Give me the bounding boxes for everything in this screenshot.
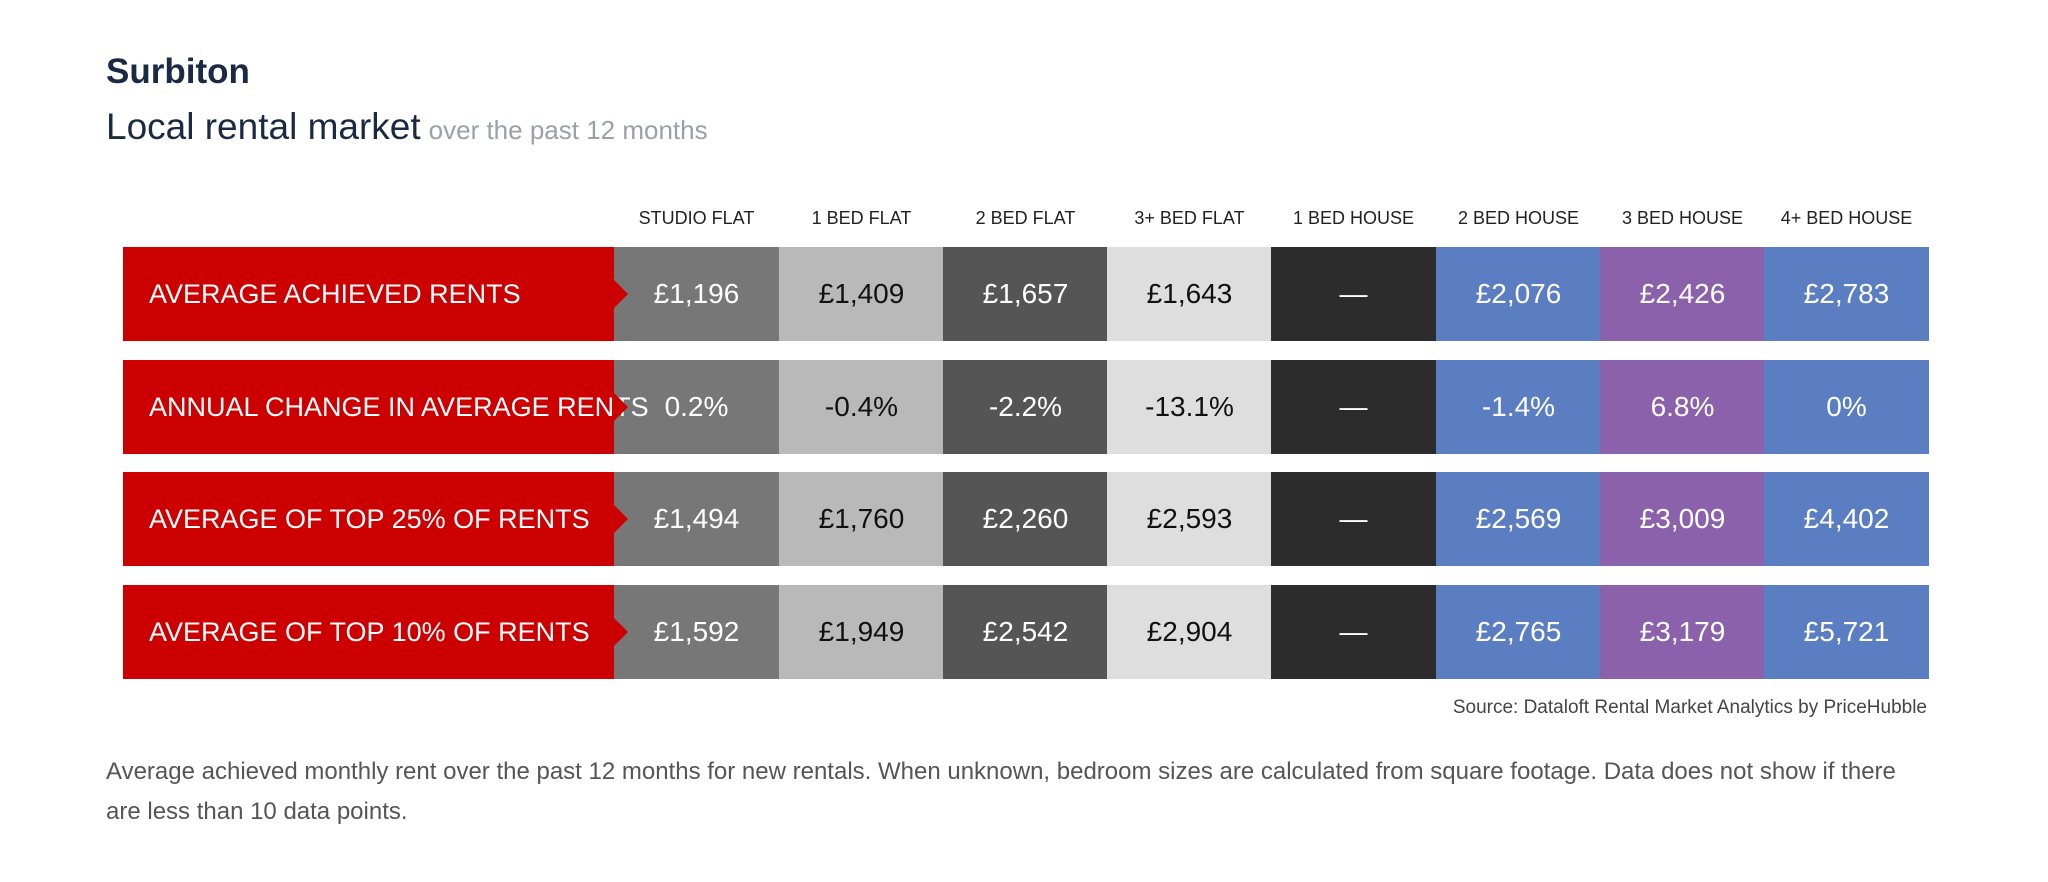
table-cell-average-of-top-25-of-rents-2-bed-flat: £2,260 <box>943 472 1108 566</box>
row-label-average-of-top-25-of-rents: AVERAGE OF TOP 25% OF RENTS <box>123 472 628 566</box>
table-cell-average-of-top-10-of-rents-studio-flat: £1,592 <box>614 585 779 679</box>
column-header-1-bed-flat: 1 BED FLAT <box>811 208 912 228</box>
table-cell-average-of-top-10-of-rents-1-bed-house: — <box>1271 585 1436 679</box>
table-cell-average-achieved-rents-1-bed-house: — <box>1271 247 1436 341</box>
table-cell-average-of-top-25-of-rents-studio-flat: £1,494 <box>614 472 779 566</box>
table-cell-average-of-top-10-of-rents-2-bed-flat: £2,542 <box>943 585 1108 679</box>
table-cell-average-achieved-rents-4-bed-house: £2,783 <box>1764 247 1929 341</box>
source-note: Source: Dataloft Rental Market Analytics… <box>1452 697 1927 718</box>
table-cell-average-achieved-rents-studio-flat: £1,196 <box>614 247 779 341</box>
table-cell-annual-change-in-average-rents-3-bed-house: 6.8% <box>1600 360 1765 454</box>
column-header-2-bed-flat: 2 BED FLAT <box>975 208 1076 228</box>
page-title: Surbiton <box>106 52 250 91</box>
column-header-1-bed-house: 1 BED HOUSE <box>1292 208 1415 228</box>
table-cell-average-of-top-10-of-rents-3-bed-flat: £2,904 <box>1107 585 1272 679</box>
table-cell-annual-change-in-average-rents-4-bed-house: 0% <box>1764 360 1929 454</box>
table-cell-average-of-top-25-of-rents-3-bed-flat: £2,593 <box>1107 472 1272 566</box>
column-header-3-bed-flat: 3+ BED FLAT <box>1134 208 1245 228</box>
row-label-annual-change-in-average-rents: ANNUAL CHANGE IN AVERAGE RENTS <box>123 360 649 454</box>
table-cell-average-of-top-10-of-rents-3-bed-house: £3,179 <box>1600 585 1765 679</box>
subtitle-block: Local rental market over the past 12 mont… <box>106 106 708 148</box>
table-cell-average-of-top-10-of-rents-2-bed-house: £2,765 <box>1436 585 1601 679</box>
subtitle-note: over the past 12 months <box>428 115 708 145</box>
table-cell-average-of-top-10-of-rents-4-bed-house: £5,721 <box>1764 585 1929 679</box>
row-label-average-of-top-10-of-rents: AVERAGE OF TOP 10% OF RENTS <box>123 585 628 679</box>
footnote: Average achieved monthly rent over the p… <box>106 758 1896 825</box>
table-cell-annual-change-in-average-rents-1-bed-flat: -0.4% <box>779 360 944 454</box>
column-header-4-bed-house: 4+ BED HOUSE <box>1780 208 1913 228</box>
table-cell-average-of-top-25-of-rents-2-bed-house: £2,569 <box>1436 472 1601 566</box>
table-cell-average-achieved-rents-3-bed-house: £2,426 <box>1600 247 1765 341</box>
column-header-2-bed-house: 2 BED HOUSE <box>1457 208 1580 228</box>
table-cell-average-of-top-25-of-rents-4-bed-house: £4,402 <box>1764 472 1929 566</box>
row-label-average-achieved-rents: AVERAGE ACHIEVED RENTS <box>123 247 628 341</box>
column-header-studio-flat: STUDIO FLAT <box>638 208 755 228</box>
table-cell-average-achieved-rents-3-bed-flat: £1,643 <box>1107 247 1272 341</box>
table-cell-annual-change-in-average-rents-1-bed-house: — <box>1271 360 1436 454</box>
table-cell-average-of-top-25-of-rents-1-bed-flat: £1,760 <box>779 472 944 566</box>
table-cell-annual-change-in-average-rents-3-bed-flat: -13.1% <box>1107 360 1272 454</box>
table-cell-average-of-top-25-of-rents-3-bed-house: £3,009 <box>1600 472 1765 566</box>
subtitle: Local rental market <box>106 106 421 147</box>
table-cell-annual-change-in-average-rents-2-bed-house: -1.4% <box>1436 360 1601 454</box>
table-cell-average-achieved-rents-2-bed-flat: £1,657 <box>943 247 1108 341</box>
table-cell-average-achieved-rents-2-bed-house: £2,076 <box>1436 247 1601 341</box>
table-cell-average-achieved-rents-1-bed-flat: £1,409 <box>779 247 944 341</box>
column-header-3-bed-house: 3 BED HOUSE <box>1621 208 1744 228</box>
table-cell-annual-change-in-average-rents-2-bed-flat: -2.2% <box>943 360 1108 454</box>
table-cell-average-of-top-25-of-rents-1-bed-house: — <box>1271 472 1436 566</box>
table-cell-average-of-top-10-of-rents-1-bed-flat: £1,949 <box>779 585 944 679</box>
table-cell-annual-change-in-average-rents-studio-flat: 0.2% <box>614 360 779 454</box>
